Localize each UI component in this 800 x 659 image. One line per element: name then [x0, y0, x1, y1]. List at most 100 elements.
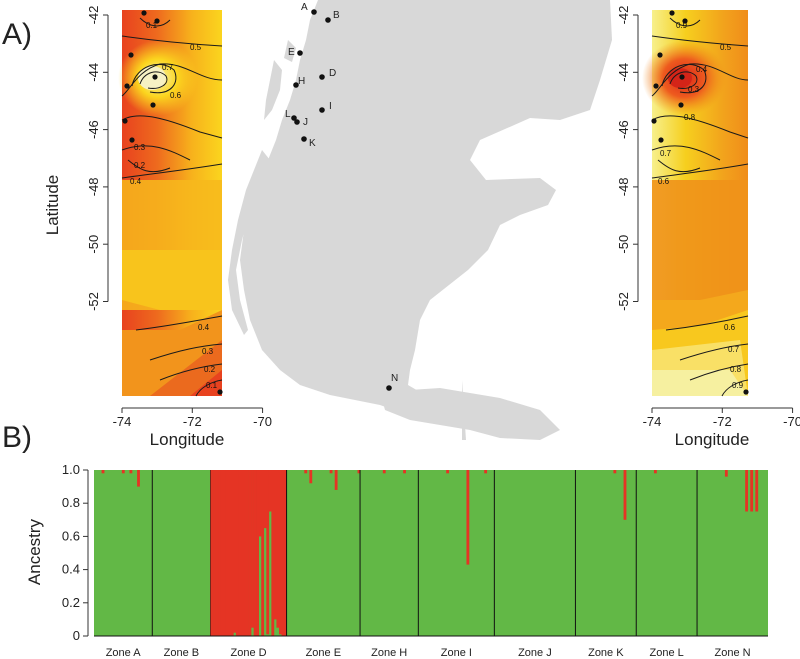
- ancestry-bar: [248, 470, 252, 636]
- axes-panel-a: -42 -44 -46 -48 -50 -52 -74 -72 -70 -42 -44 -46 -48 -…: [86, 6, 800, 429]
- contour-label: 0.5: [720, 43, 732, 52]
- ancestry-bar: [210, 470, 214, 636]
- ancestry-bar: [218, 470, 221, 636]
- zone-label: Zone D: [231, 647, 267, 659]
- ancestry-bar: [755, 470, 759, 512]
- ancestry-bar: [623, 470, 627, 520]
- patagonia-map: [228, 0, 612, 440]
- heatmap-right: 0.9 0.5 0.4 0.3 0.8 0.7 0.6 0.6 0.7 0.8 …: [642, 10, 749, 397]
- zone-label: Zone J: [518, 647, 552, 659]
- ancestry-bar: [613, 470, 617, 474]
- ancestry-bar: [223, 470, 227, 636]
- site-label-d: D: [329, 68, 336, 79]
- y-tick-label: 1.0: [62, 462, 80, 477]
- site-label-j: J: [303, 117, 308, 128]
- ancestry-bar: [233, 470, 237, 633]
- contour-label: 0.4: [696, 65, 708, 74]
- site-dot: [325, 17, 331, 23]
- contour-label: 0.8: [730, 365, 742, 374]
- contour-label: 0.5: [190, 43, 202, 52]
- panel-label-a: A): [2, 18, 32, 51]
- site-label-n: N: [391, 373, 398, 384]
- ancestry-bar: [263, 470, 267, 529]
- sample-points-left: [122, 10, 223, 395]
- ancestry-bar: [466, 470, 470, 565]
- y-tick-label: -46: [86, 120, 101, 139]
- contour-label: 0.9: [732, 381, 744, 390]
- ancestry-bar: [266, 470, 270, 635]
- contour-label: 0.3: [134, 143, 146, 152]
- ancestry-bar: [220, 470, 224, 636]
- contour-label: 0.9: [676, 21, 688, 30]
- ancestry-bar: [225, 470, 229, 636]
- contour-label: 0.2: [134, 161, 146, 170]
- x-tick-label: -74: [113, 414, 132, 429]
- site-dot: [293, 82, 299, 88]
- ancestry-bar: [484, 470, 488, 474]
- y-tick-label: 0.8: [62, 495, 80, 510]
- x-axis-label-right: Longitude: [675, 430, 750, 449]
- contour-label: 0.4: [198, 323, 210, 332]
- contour-label: 0.7: [162, 63, 174, 72]
- ancestry-bar: [261, 470, 265, 636]
- site-label-b: B: [333, 10, 340, 21]
- contour-label: 0.2: [204, 365, 216, 374]
- heatmap-left: 0.1 0.5 0.7 0.6 0.4 0.3 0.2 0.4 0.3 0.2 …: [118, 10, 223, 397]
- contour-label: 0.7: [728, 345, 740, 354]
- y-tick-label: 0.2: [62, 595, 80, 610]
- x-tick-label: -70: [253, 414, 272, 429]
- contour-label: 0.7: [660, 149, 672, 158]
- site-dot: [294, 119, 300, 125]
- ancestry-bar: [403, 470, 406, 474]
- y-tick-label: -44: [616, 63, 631, 82]
- ancestry-bar: [284, 470, 287, 636]
- ancestry-bar: [228, 470, 232, 636]
- ancestry-bar: [129, 470, 133, 474]
- y-tick-label: -52: [86, 292, 101, 311]
- contour-label: 0.4: [130, 177, 142, 186]
- site-label-k: K: [309, 138, 316, 149]
- ancestry-bar: [240, 470, 244, 636]
- map-sites: A B D E H I J K L N: [285, 2, 398, 391]
- ancestry-barplot: Zone A Zone B Zone D Zone E Zone H Zone I Zone…: [62, 462, 768, 659]
- x-axis-label-left: Longitude: [150, 430, 225, 449]
- ancestry-bar: [745, 470, 749, 512]
- contour-label: 0.6: [658, 177, 670, 186]
- y-tick-label: -50: [86, 235, 101, 254]
- ancestry-bar: [309, 470, 313, 484]
- ancestry-bar: [251, 470, 254, 628]
- y-tick-label: -48: [86, 178, 101, 197]
- site-dot: [301, 136, 307, 142]
- ancestry-bar: [243, 470, 247, 636]
- site-label-e: E: [288, 47, 295, 58]
- contour-label: 0.1: [146, 21, 158, 30]
- contour-labels-left: 0.1 0.5 0.7 0.6 0.4 0.3 0.2 0.4 0.3 0.2 …: [130, 21, 218, 390]
- y-tick-label: -42: [616, 6, 631, 25]
- zone-label: Zone L: [650, 647, 684, 659]
- y-tick-label: -48: [616, 178, 631, 197]
- y-tick-label: -46: [616, 120, 631, 139]
- zone-label: Zone B: [164, 647, 199, 659]
- site-dot: [319, 107, 325, 113]
- x-tick-label: -70: [783, 414, 800, 429]
- x-tick-label: -72: [183, 414, 202, 429]
- ancestry-bar: [382, 470, 386, 474]
- ancestry-bar: [213, 470, 216, 636]
- contour-label: 0.3: [202, 347, 214, 356]
- zone-label: Zone I: [441, 647, 472, 659]
- zone-label: Zone A: [106, 647, 142, 659]
- y-tick-label: -44: [86, 63, 101, 82]
- x-tick-label: -74: [643, 414, 662, 429]
- barplot-background: [94, 470, 768, 636]
- y-axis-label-ancestry: Ancestry: [25, 518, 44, 585]
- y-tick-label: -50: [616, 235, 631, 254]
- ancestry-bar: [446, 470, 450, 474]
- ancestry-bar: [273, 470, 277, 620]
- site-dot: [386, 385, 392, 391]
- sample-points-right: [651, 10, 749, 395]
- ancestry-bar: [246, 470, 249, 636]
- y-axis-label-left: Latitude: [43, 175, 62, 236]
- site-label-h: H: [298, 76, 305, 87]
- site-dot: [291, 115, 297, 121]
- contour-label: 0.6: [170, 91, 182, 100]
